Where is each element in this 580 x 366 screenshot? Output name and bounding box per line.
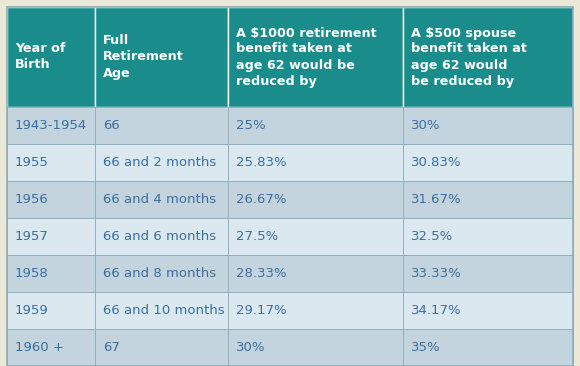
Text: 27.5%: 27.5% (235, 230, 278, 243)
Text: 31.67%: 31.67% (411, 193, 462, 206)
Bar (95, 329, 228, 366)
Bar (403, 107, 573, 144)
Text: 1959: 1959 (15, 304, 49, 317)
Text: Full
Retirement
Age: Full Retirement Age (103, 34, 183, 79)
Text: 34.17%: 34.17% (411, 304, 462, 317)
Bar (95, 7, 228, 107)
Bar (228, 292, 403, 329)
Text: 32.5%: 32.5% (411, 230, 454, 243)
Text: 66 and 10 months: 66 and 10 months (103, 304, 224, 317)
Bar (95, 107, 228, 144)
Bar (403, 7, 573, 107)
Bar (7, 255, 95, 292)
Bar (7, 329, 95, 366)
Text: Year of
Birth: Year of Birth (15, 42, 66, 71)
Text: 66 and 8 months: 66 and 8 months (103, 267, 216, 280)
Text: 25%: 25% (235, 119, 266, 132)
Text: 1955: 1955 (15, 156, 49, 169)
Bar (228, 107, 403, 144)
Text: 1960 +: 1960 + (15, 341, 64, 354)
Text: 29.17%: 29.17% (235, 304, 287, 317)
Text: 1943-1954: 1943-1954 (15, 119, 87, 132)
Bar (95, 144, 228, 181)
Text: 33.33%: 33.33% (411, 267, 462, 280)
Bar (228, 329, 403, 366)
Text: A $500 spouse
benefit taken at
age 62 would
be reduced by: A $500 spouse benefit taken at age 62 wo… (411, 26, 527, 87)
Bar (228, 7, 403, 107)
Bar (228, 255, 403, 292)
Text: 1957: 1957 (15, 230, 49, 243)
Bar (7, 181, 95, 218)
Text: 30%: 30% (235, 341, 265, 354)
Text: 66: 66 (103, 119, 119, 132)
Bar (228, 218, 403, 255)
Bar (7, 107, 95, 144)
Bar (95, 218, 228, 255)
Bar (403, 144, 573, 181)
Text: 66 and 2 months: 66 and 2 months (103, 156, 216, 169)
Bar (403, 255, 573, 292)
Text: 67: 67 (103, 341, 119, 354)
Text: 30.83%: 30.83% (411, 156, 462, 169)
Bar (228, 144, 403, 181)
Bar (228, 181, 403, 218)
Text: 35%: 35% (411, 341, 441, 354)
Bar (7, 144, 95, 181)
Text: 1956: 1956 (15, 193, 49, 206)
Text: 66 and 4 months: 66 and 4 months (103, 193, 216, 206)
Text: 66 and 6 months: 66 and 6 months (103, 230, 216, 243)
Text: 28.33%: 28.33% (235, 267, 287, 280)
Bar (403, 329, 573, 366)
Bar (403, 292, 573, 329)
Text: 1958: 1958 (15, 267, 49, 280)
Bar (7, 7, 95, 107)
Bar (95, 292, 228, 329)
Bar (7, 292, 95, 329)
Text: 26.67%: 26.67% (235, 193, 287, 206)
Bar (403, 218, 573, 255)
Bar (95, 255, 228, 292)
Bar (403, 181, 573, 218)
Bar (95, 181, 228, 218)
Text: 25.83%: 25.83% (235, 156, 287, 169)
Text: A $1000 retirement
benefit taken at
age 62 would be
reduced by: A $1000 retirement benefit taken at age … (235, 26, 376, 87)
Text: 30%: 30% (411, 119, 441, 132)
Bar (7, 218, 95, 255)
